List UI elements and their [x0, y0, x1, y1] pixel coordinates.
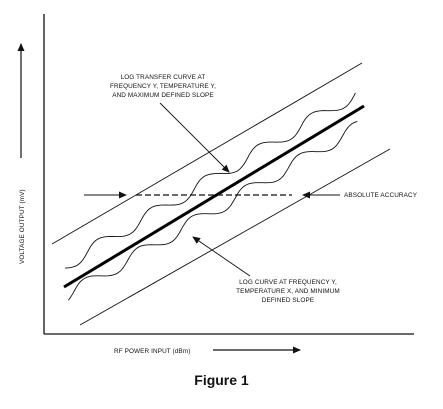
log-curve-min-slope: [68, 120, 358, 301]
ideal-log-transfer-line: [63, 104, 365, 289]
lower-callout-line-2: TEMPERATURE X, AND MINIMUM: [236, 288, 340, 295]
upper-callout-line-2: FREQUENCY Y, TEMPERATURE Y,: [110, 83, 216, 90]
figure-caption: Figure 1: [194, 372, 249, 388]
lower-callout-line-1: LOG CURVE AT FREQUENCY Y,: [239, 279, 337, 286]
absolute-accuracy-label: ABSOLUTE ACCURACY: [344, 192, 418, 199]
upper-bound-line: [51, 62, 363, 245]
x-axis-label: RF POWER INPUT (dBm): [114, 348, 190, 355]
y-axis-label: VOLTAGE OUTPUT (mV): [19, 189, 26, 264]
upper-callout-leader: [159, 102, 230, 173]
lower-callout-leader: [192, 236, 251, 277]
lower-bound-line: [79, 148, 391, 326]
upper-callout-line-3: AND MAXIMUM DEFINED SLOPE: [112, 92, 214, 99]
log-curve-max-slope: [65, 92, 356, 269]
lower-callout-line-3: DEFINED SLOPE: [262, 297, 314, 304]
upper-callout-line-1: LOG TRANSFER CURVE AT: [121, 74, 206, 81]
